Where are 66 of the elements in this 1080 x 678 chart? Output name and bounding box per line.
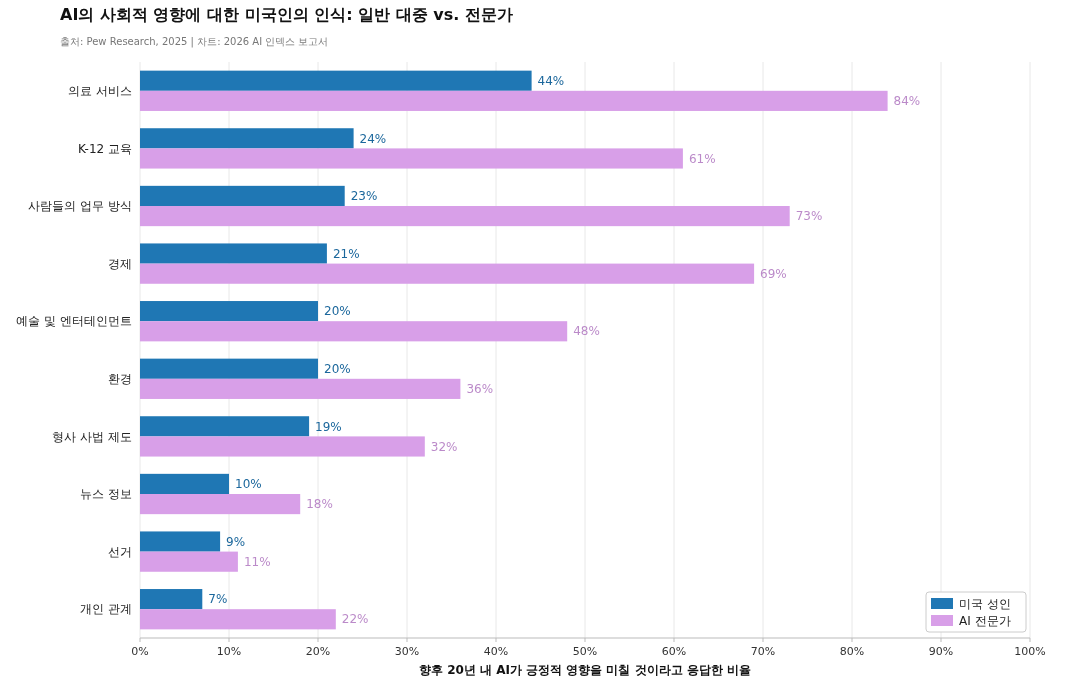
x-tick-label: 100% [1014,645,1046,658]
x-tick-label: 30% [394,645,420,658]
data-label: 20% [324,304,351,319]
y-tick-label: K-12 교육 [77,141,132,156]
bar [140,436,425,457]
data-label: 36% [466,382,494,397]
data-label: 44% [537,73,565,88]
data-label: 18% [306,497,333,512]
data-label: 84% [893,94,921,109]
data-label: 9% [226,534,246,549]
data-label: 73% [795,209,823,224]
data-label: 7% [208,592,228,607]
bar [140,378,461,399]
y-tick-label: 경제 [108,256,132,271]
bar [140,589,203,610]
bar [140,416,310,437]
x-tick-label: 90% [928,645,954,658]
y-tick-label: 예술 및 엔터테인먼트 [16,314,132,329]
data-label: 61% [688,151,716,166]
y-tick-label: 뉴스 정보 [80,487,132,502]
y-tick-label: 개인 관계 [80,602,132,617]
bar [140,90,888,111]
data-label: 20% [324,361,351,376]
bar [140,531,221,552]
bar [140,321,568,342]
data-label: 10% [235,477,262,492]
bar [140,358,318,379]
legend-label: 미국 성인 [959,597,1011,612]
bar [140,148,683,169]
bar [140,551,238,572]
chart-title: AI의 사회적 영향에 대한 미국인의 인식: 일반 대중 vs. 전문가 [60,5,513,24]
x-tick-label: 0% [131,645,149,658]
x-tick-label: 60% [661,645,687,658]
data-label: 22% [341,612,369,627]
data-label: 21% [332,246,360,261]
y-tick-label: 선거 [108,544,132,559]
y-tick-label: 사람들의 업무 방식 [28,199,132,214]
data-label: 19% [315,419,342,434]
data-label: 32% [430,439,458,454]
data-label: 23% [350,189,378,204]
data-label: 24% [359,131,387,146]
x-axis-title: 향후 20년 내 AI가 긍정적 영향을 미칠 것이라고 응답한 비율 [418,663,752,677]
bar [140,243,327,264]
x-tick-label: 20% [305,645,331,658]
x-tick-label: 80% [839,645,865,658]
bar [140,128,354,149]
x-tick-label: 70% [750,645,776,658]
bar [140,206,790,227]
y-tick-label: 의료 서비스 [68,84,132,98]
bar [140,185,345,206]
x-tick-label: 50% [572,645,598,658]
data-label: 48% [573,324,600,339]
bar [140,301,318,322]
y-tick-label: 형사 사법 제도 [52,429,132,444]
bar [140,494,301,515]
legend-label: AI 전문가 [959,614,1011,629]
x-tick-label: 10% [216,645,242,658]
x-tick-label: 40% [483,645,509,658]
data-label: 11% [243,554,271,569]
bar [140,70,532,91]
bar [140,473,229,494]
y-tick-label: 환경 [108,372,132,386]
data-label: 69% [760,266,787,281]
bar [140,609,336,630]
chart-subtitle: 출처: Pew Research, 2025 | 차트: 2026 AI 인덱스 보고서 [60,36,329,48]
bar [140,263,755,284]
